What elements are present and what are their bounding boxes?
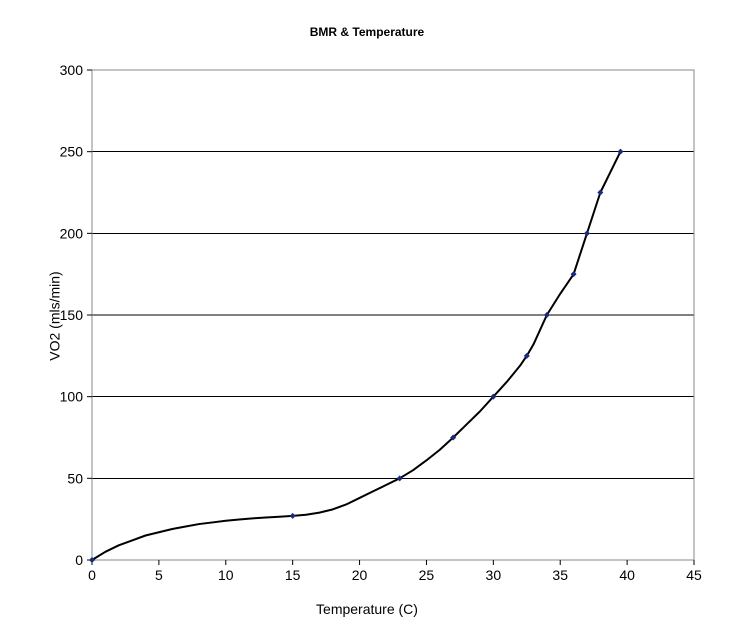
y-tick-label: 300 [60,62,84,78]
y-tick-label: 0 [75,552,83,568]
y-tick-label: 150 [60,307,84,323]
data-point [584,230,590,236]
x-ticks: 0 5 10 15 20 25 30 35 40 45 [88,560,702,583]
x-tick-label: 15 [285,567,301,583]
x-tick-label: 0 [88,567,96,583]
x-tick-label: 25 [419,567,435,583]
y-tick-label: 200 [60,225,84,241]
data-points [89,149,623,563]
chart-svg: 0 5 10 15 20 25 30 35 40 45 0 50 100 150 200 250 300 [0,0,734,632]
trend-line [92,152,620,560]
y-tick-label: 100 [60,389,84,405]
y-tick-label: 50 [67,470,83,486]
x-tick-label: 20 [352,567,368,583]
x-tick-label: 35 [552,567,568,583]
x-tick-label: 40 [619,567,635,583]
x-tick-label: 5 [155,567,163,583]
x-tick-label: 10 [218,567,234,583]
y-ticks: 0 50 100 150 200 250 300 [60,62,92,568]
y-tick-label: 250 [60,144,84,160]
grid-horizontal [92,70,694,560]
x-tick-label: 30 [486,567,502,583]
data-point [290,513,296,519]
x-tick-label: 45 [686,567,702,583]
chart-container: BMR & Temperature VO2 (mls/min) Temperat… [0,0,734,632]
